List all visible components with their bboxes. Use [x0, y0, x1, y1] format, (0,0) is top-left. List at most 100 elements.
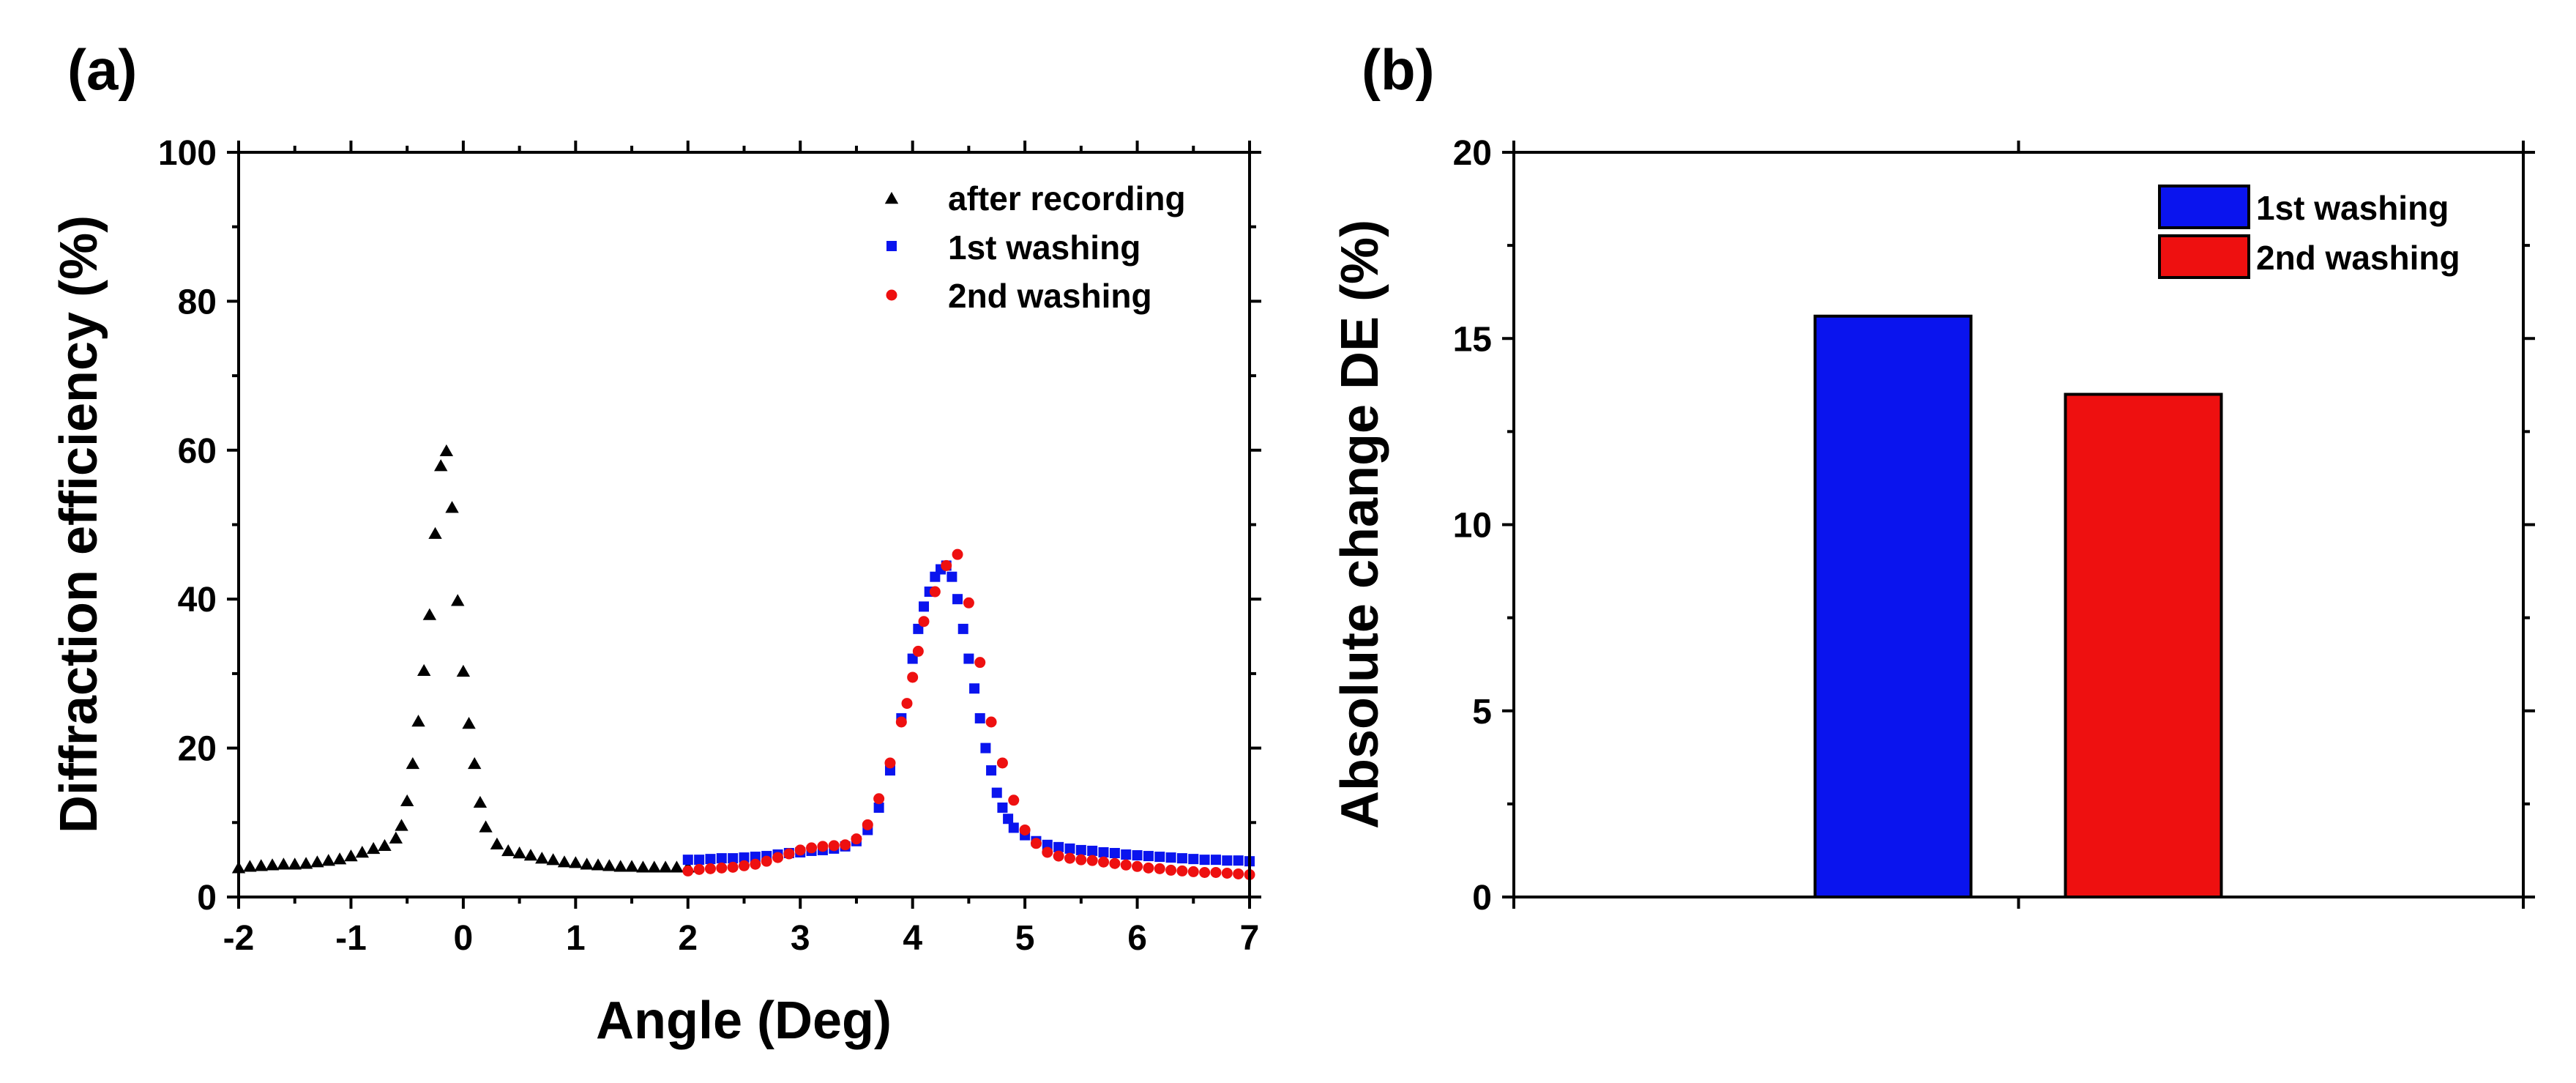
x-tick-label: 4 [903, 919, 922, 958]
data-point [907, 653, 918, 664]
data-point [580, 857, 594, 870]
data-point [986, 765, 997, 776]
data-point [658, 860, 673, 873]
x-axis-title-a: Angle (Deg) [596, 991, 892, 1050]
data-point [366, 841, 381, 855]
y-axis-title-b: Absolute change DE (%) [1331, 220, 1389, 829]
data-point [456, 664, 471, 677]
legend-item-2nd-washing: 2nd washing [886, 277, 1152, 315]
data-point [1165, 852, 1176, 863]
data-point [694, 855, 705, 866]
data-point [919, 601, 930, 612]
legend-swatch-1st-washing [2158, 185, 2250, 229]
data-point [974, 712, 985, 723]
y-tick-label: 40 [178, 581, 217, 619]
data-point [873, 802, 884, 813]
data-point [918, 616, 930, 628]
x-tick-label: -2 [223, 919, 255, 958]
data-point [378, 838, 392, 852]
data-point [1120, 859, 1132, 871]
chart-panel-b: (b) 0 5 10 15 20 Absolute change DE (%) 1st … [1331, 37, 2535, 918]
data-point [1086, 855, 1098, 866]
data-point [980, 743, 991, 753]
data-point [254, 859, 268, 871]
data-point [1042, 839, 1053, 850]
y-tick-label: 60 [178, 432, 217, 471]
legend-item-1st-washing-b: 1st washing [2158, 185, 2449, 229]
data-point [569, 856, 583, 868]
data-point [974, 657, 986, 669]
y-tick-labels-a: 0 20 40 60 80 100 [158, 134, 217, 918]
data-point [1075, 854, 1087, 866]
data-point [1132, 850, 1143, 861]
data-point [299, 857, 313, 869]
data-point [794, 844, 806, 856]
circle-marker-icon [886, 289, 897, 301]
data-point [873, 793, 885, 805]
data-point [952, 548, 963, 560]
data-point [490, 837, 504, 850]
data-point [682, 855, 693, 866]
y-tick-label: 0 [197, 879, 217, 918]
y-tick-label: 20 [1453, 134, 1492, 173]
data-point [963, 597, 974, 609]
data-point [1109, 857, 1121, 869]
data-point [750, 858, 761, 870]
data-point [862, 819, 873, 830]
data-point [512, 846, 526, 859]
data-point [705, 854, 716, 865]
data-point [1154, 863, 1165, 874]
data-point [389, 831, 403, 844]
data-point [1064, 852, 1075, 864]
legend-label-1st-washing-b: 1st washing [2256, 189, 2449, 227]
panel-label-a: (a) [67, 37, 137, 102]
data-point [523, 849, 538, 861]
triangle-marker-icon [884, 192, 899, 204]
y-tick-label: 20 [178, 730, 217, 769]
bars-group [1813, 314, 2223, 898]
tick-marks-a [227, 141, 1261, 909]
data-point [727, 861, 739, 873]
data-point [1221, 867, 1233, 879]
data-point [591, 858, 605, 871]
data-point [332, 852, 347, 865]
data-point [1233, 868, 1244, 879]
data-point [1019, 824, 1031, 835]
legend-label-after-recording: after recording [948, 179, 1186, 217]
legend-item-after-recording: after recording [884, 179, 1186, 217]
data-point [624, 860, 639, 872]
data-point [355, 845, 369, 858]
legend-label-2nd-washing-b: 2nd washing [2256, 239, 2460, 277]
data-point [884, 757, 896, 769]
data-point [445, 501, 459, 513]
scatter-points-group [231, 444, 1255, 880]
data-point [693, 863, 705, 875]
bar-2nd-washing [2064, 392, 2223, 898]
data-point [1132, 860, 1143, 872]
tick-marks-b [1502, 141, 2535, 909]
data-point [422, 608, 437, 620]
data-point [468, 756, 482, 770]
data-point [1109, 847, 1120, 858]
data-point [411, 715, 425, 727]
legend-label-2nd-washing: 2nd washing [948, 277, 1152, 315]
data-point [1165, 864, 1177, 876]
data-point [851, 833, 862, 845]
bar-1st-washing [1813, 314, 1973, 898]
x-tick-label: -1 [335, 919, 367, 958]
data-point [1187, 866, 1199, 877]
data-point [501, 844, 515, 857]
data-point [1233, 855, 1244, 866]
data-point [288, 857, 302, 870]
data-point [750, 852, 761, 863]
data-point [670, 860, 684, 873]
data-point [1199, 855, 1210, 866]
data-point [1210, 855, 1221, 866]
data-point [310, 855, 324, 868]
data-point [1210, 866, 1222, 878]
x-tick-labels-a: -2 -1 0 1 2 3 4 5 6 7 [223, 919, 1260, 958]
data-point [1098, 846, 1109, 857]
data-point [1143, 851, 1154, 862]
data-point [277, 857, 291, 870]
